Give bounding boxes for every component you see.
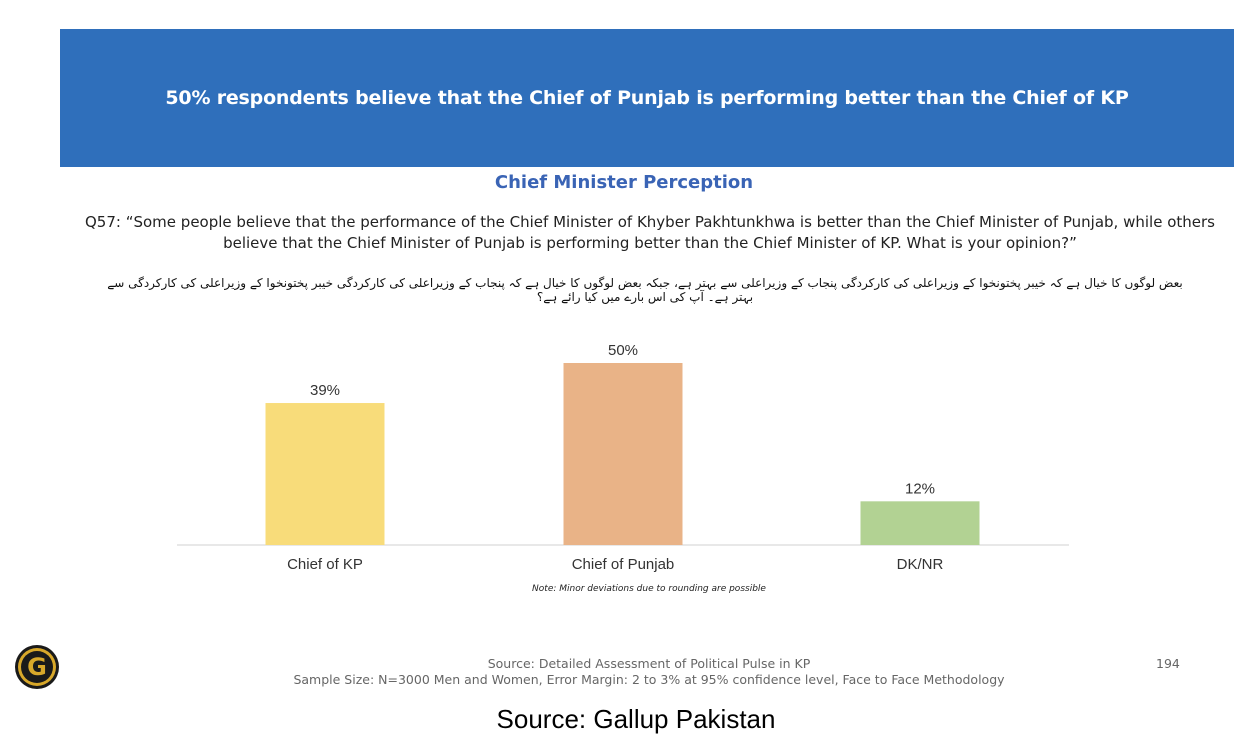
question-line-1: Q57: “Some people believe that the perfo… xyxy=(85,213,1215,231)
gallup-logo-icon: G xyxy=(15,645,59,689)
data-label: 39% xyxy=(310,382,340,399)
source-caption: Source: Gallup Pakistan xyxy=(496,704,776,734)
data-label: 50% xyxy=(608,342,638,359)
category-label: Chief of KP xyxy=(287,556,363,573)
headline-text: 50% respondents believe that the Chief o… xyxy=(165,87,1129,109)
data-label: 12% xyxy=(905,480,935,497)
question-text: Q57: “Some people believe that the perfo… xyxy=(60,212,1240,254)
urdu-question: بعض لوگوں کا خیال ہے کہ خیبر پختونخوا کے… xyxy=(107,276,1183,304)
bar-chart: 39% Chief of KP 50% Chief of Punjab 12% DK/NR xyxy=(177,342,1069,573)
category-label: DK/NR xyxy=(897,556,944,573)
svg-text:G: G xyxy=(27,653,47,681)
rounding-note: Note: Minor deviations due to rounding a… xyxy=(532,584,766,594)
headline-banner: 50% respondents believe that the Chief o… xyxy=(60,29,1234,167)
bar-chief-of-kp xyxy=(265,403,385,545)
category-label: Chief of Punjab xyxy=(572,556,675,573)
page-number: 194 xyxy=(1156,656,1180,671)
bar-dk-nr xyxy=(860,501,980,545)
question-line-2: believe that the Chief Minister of Punja… xyxy=(223,234,1077,252)
chart-subtitle: Chief Minister Perception xyxy=(494,172,754,193)
source-line: Source: Detailed Assessment of Political… xyxy=(487,656,811,671)
sample-size-line: Sample Size: N=3000 Men and Women, Error… xyxy=(293,672,1005,687)
bar-chief-of-punjab xyxy=(563,363,683,545)
